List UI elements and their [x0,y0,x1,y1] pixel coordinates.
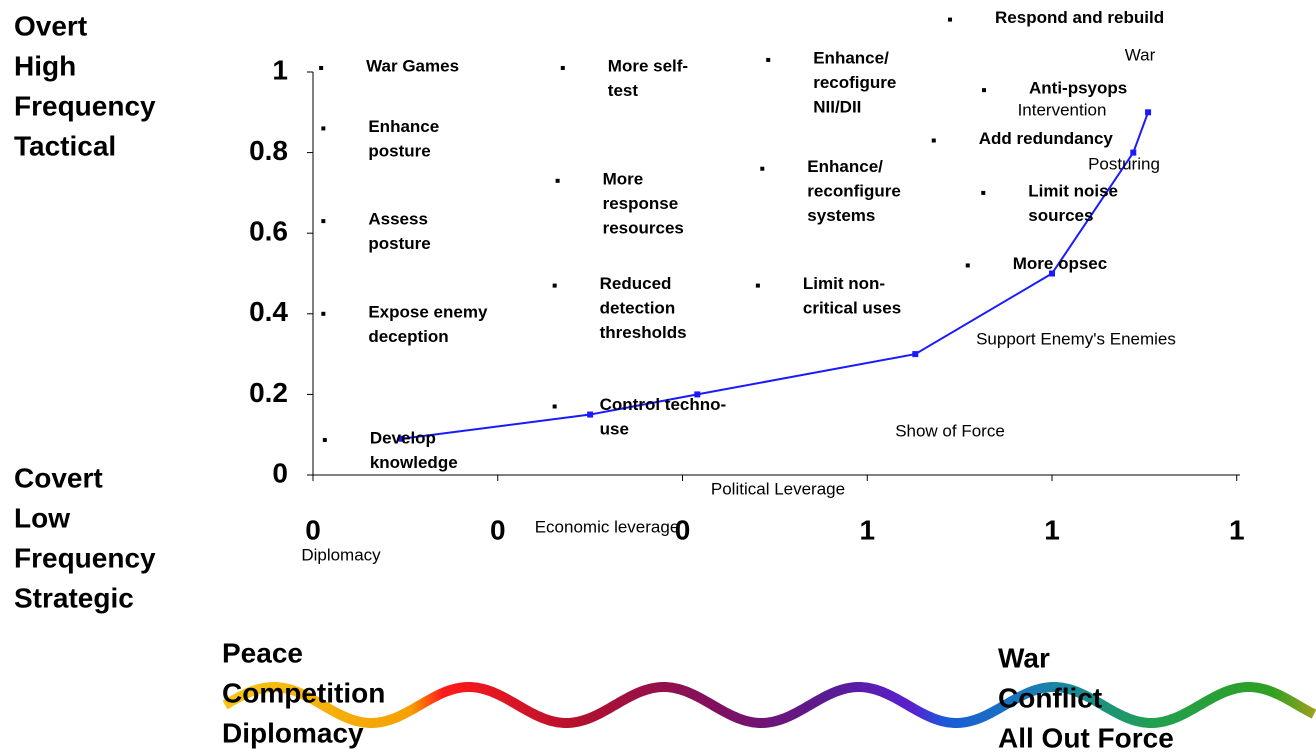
side-label: Peace [222,637,303,668]
side-label: Overt [14,10,87,41]
x-tick-label: 0 [305,514,321,545]
y-tick-label: 1 [272,54,288,85]
side-label: Competition [222,677,385,708]
line-point [694,391,701,398]
point-label: Reduced [600,274,672,293]
y-tick-label: 0.6 [249,216,288,247]
line-point [912,351,919,358]
point-label: Develop [370,428,436,447]
side-label: High [14,50,76,81]
y-tick-label: 0.2 [249,377,288,408]
x-tick-label: 1 [1229,514,1245,545]
point-label: NII/DII [813,97,861,116]
point [321,311,326,316]
line-point [1049,270,1055,277]
wave-decoration [222,682,1316,728]
annotation: Diplomacy [301,545,381,564]
point-label: War Games [366,56,459,75]
point-label: response [603,194,679,213]
point-label: Add redundancy [979,129,1114,148]
point-label: Limit noise [1028,181,1118,200]
y-tick-label: 0.8 [249,135,288,166]
point [760,166,765,171]
side-label: War [998,642,1050,673]
line-point [587,411,594,418]
annotation: Economic leverage [535,517,680,536]
point [560,65,565,70]
point-label: knowledge [370,453,458,472]
point-label: posture [368,141,430,160]
line-point [398,435,405,442]
point-label: More self- [608,56,688,75]
point [948,17,953,22]
x-tick-label: 0 [490,514,506,545]
annotation: War [1125,45,1156,64]
point-label: More opsec [1013,254,1107,273]
annotation: Intervention [1018,100,1107,119]
point-label: systems [807,206,875,225]
side-label: Covert [14,462,103,493]
side-label: Tactical [14,130,116,161]
line [401,111,1150,440]
line-point [1130,149,1137,156]
point-label: critical uses [803,299,901,318]
point [766,57,771,62]
point-label: Assess [368,210,428,229]
point [982,88,987,93]
point-label: thresholds [600,323,687,342]
point-label: Control techno- [600,395,727,414]
line-point [1145,109,1152,116]
side-label: All Out Force [998,722,1174,753]
side-label: Diplomacy [222,717,364,748]
point-label: Enhance/ [813,48,889,67]
point [552,283,557,288]
point [319,65,324,70]
point-label: Respond and rebuild [995,8,1164,27]
point-label: reconfigure [807,182,901,201]
point [321,219,326,224]
point [965,263,970,268]
side-label: Low [14,502,70,533]
point-label: test [608,81,639,100]
point [321,126,326,131]
point-label: detection [600,299,676,318]
annotation: Political Leverage [711,479,845,498]
point-label: use [600,419,629,438]
point [555,178,560,183]
point-label: Anti-psyops [1029,79,1127,98]
point [552,404,557,409]
side-label: Strategic [14,582,134,613]
point-label: Expose enemy [368,302,488,321]
y-tick-label: 0 [272,457,288,488]
point-label: resources [603,218,684,237]
x-tick-label: 1 [1044,514,1060,545]
annotation: Support Enemy's Enemies [976,329,1176,348]
point-label: posture [368,234,430,253]
point-label: Enhance/ [807,157,883,176]
point-label: deception [368,327,448,346]
annotation: Show of Force [895,421,1005,440]
x-tick-label: 1 [859,514,875,545]
point-label: Limit non- [803,274,885,293]
side-label: Conflict [998,682,1102,713]
point-label: Enhance [368,117,439,136]
point-label: recofigure [813,73,896,92]
side-label: Frequency [14,90,156,121]
side-label: Frequency [14,542,156,573]
point [755,283,760,288]
point [931,138,936,143]
point-label: More [603,169,644,188]
point [981,190,986,195]
y-tick-label: 0.4 [249,296,288,327]
x-tick-label: 0 [675,514,691,545]
point-label: sources [1028,206,1093,225]
annotation: Posturing [1088,154,1160,173]
point [322,437,327,442]
